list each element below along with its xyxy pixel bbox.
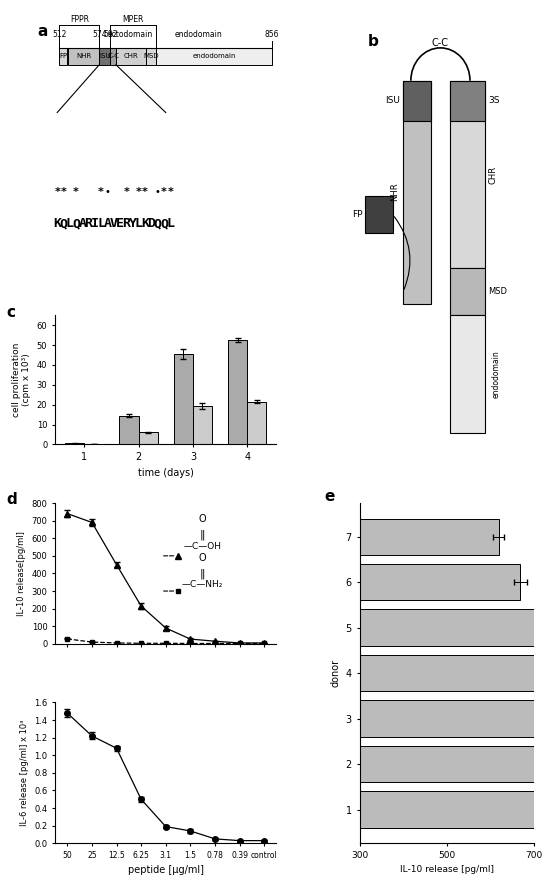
Bar [360,746,550,782]
Text: L: L [135,217,143,230]
FancyBboxPatch shape [450,80,485,268]
FancyBboxPatch shape [156,48,272,64]
Bar [360,609,550,645]
FancyBboxPatch shape [450,80,485,121]
Text: —C—NH₂: —C—NH₂ [182,579,223,588]
FancyBboxPatch shape [365,196,393,233]
Text: 856: 856 [265,30,279,39]
Text: ‖: ‖ [200,530,205,540]
Text: ectodomain: ectodomain [108,30,153,39]
Y-axis label: IL-6 release [pg/ml] x 10³: IL-6 release [pg/ml] x 10³ [20,720,29,826]
Text: L: L [166,217,174,230]
X-axis label: time (days): time (days) [138,468,194,478]
Text: A: A [78,217,86,230]
Text: *: * [73,187,79,197]
Text: C-C: C-C [432,38,449,49]
Text: •: • [104,187,111,197]
Y-axis label: cell proliferation
(cpm x 10³): cell proliferation (cpm x 10³) [12,343,31,417]
FancyBboxPatch shape [403,80,431,121]
Bar [193,405,212,444]
Text: endodomain: endodomain [175,30,223,39]
FancyBboxPatch shape [111,48,116,64]
Text: *: * [161,187,167,197]
FancyBboxPatch shape [450,268,485,315]
Text: Q: Q [72,217,80,230]
X-axis label: peptide [µg/ml]: peptide [µg/ml] [128,865,204,875]
Text: *: * [136,187,142,197]
Bar [65,443,84,444]
Text: Q: Q [160,217,168,230]
Bar [119,416,139,444]
Text: MPER: MPER [123,15,144,24]
Text: 3S: 3S [488,96,500,105]
Text: 512: 512 [52,30,67,39]
FancyBboxPatch shape [68,48,100,64]
Bar [228,340,248,444]
Text: Q: Q [59,217,68,230]
FancyBboxPatch shape [403,80,431,304]
Text: ISU: ISU [99,53,111,59]
Text: b: b [368,34,379,49]
Text: Q: Q [153,217,162,230]
Text: •: • [155,187,161,197]
Text: 592: 592 [103,30,118,39]
Text: CHR: CHR [123,53,138,59]
Y-axis label: IL-10 release[pg/ml]: IL-10 release[pg/ml] [17,531,26,615]
FancyBboxPatch shape [59,48,67,64]
Text: CHR: CHR [488,165,497,184]
Text: *: * [54,187,60,197]
Text: *: * [98,187,104,197]
FancyBboxPatch shape [450,315,485,433]
Bar [360,564,520,600]
Text: L: L [97,217,105,230]
Text: *: * [60,187,67,197]
Bar [174,354,193,444]
Text: FPPR: FPPR [70,15,89,24]
Bar [248,402,266,444]
Bar [360,518,499,555]
X-axis label: IL-10 release [pg/ml]: IL-10 release [pg/ml] [399,865,493,874]
Text: 574: 574 [92,30,107,39]
Text: O: O [199,514,206,525]
FancyBboxPatch shape [100,48,111,64]
Text: endodomain: endodomain [492,351,500,398]
Text: *: * [167,187,173,197]
FancyBboxPatch shape [146,48,156,64]
Text: E: E [116,217,124,230]
Text: K: K [141,217,149,230]
Bar [360,791,550,827]
Text: endodomain: endodomain [192,53,235,59]
Text: L: L [66,217,74,230]
Text: K: K [53,217,61,230]
Text: FP: FP [353,210,363,219]
Text: MSD: MSD [488,287,507,297]
Text: MSD: MSD [143,53,158,59]
Text: c: c [6,305,15,320]
Text: a: a [37,24,48,39]
Text: NHR: NHR [390,183,399,201]
Text: *: * [123,187,129,197]
FancyBboxPatch shape [116,48,146,64]
Text: O: O [199,553,206,562]
Text: A: A [103,217,112,230]
Text: NHR: NHR [76,53,91,59]
Bar [139,433,157,444]
Text: V: V [109,217,118,230]
Bar [360,655,550,691]
Text: R: R [85,217,92,230]
Text: I: I [91,217,99,230]
Text: ‖: ‖ [200,568,205,578]
Text: Y: Y [129,217,136,230]
Y-axis label: donor: donor [330,659,340,687]
Text: FP: FP [59,53,67,59]
Text: R: R [122,217,130,230]
Text: e: e [324,489,335,504]
Text: —C—OH: —C—OH [184,541,222,551]
Text: D: D [147,217,155,230]
Text: ISU: ISU [384,96,399,105]
Text: C-C: C-C [107,53,119,59]
Text: *: * [142,187,148,197]
Bar [360,700,550,736]
Text: d: d [6,492,17,507]
